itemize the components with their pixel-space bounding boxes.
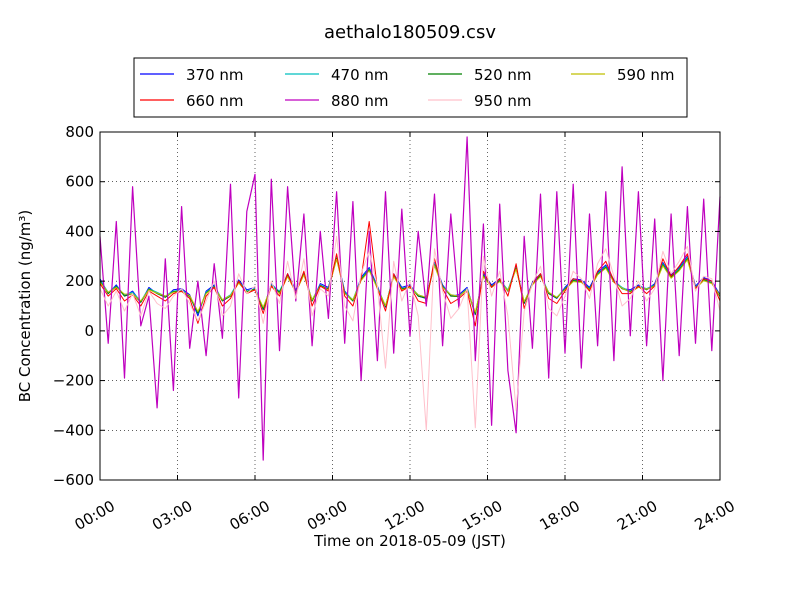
legend-label: 520 nm: [474, 66, 532, 84]
legend-label: 590 nm: [617, 66, 675, 84]
y-axis: −600 −400 −200 0 200 400 600 800: [53, 123, 720, 489]
y-tick-label: 600: [65, 173, 94, 191]
legend-frame: [133, 57, 688, 118]
y-tick-label: 800: [65, 123, 94, 141]
legend-label: 660 nm: [186, 92, 244, 110]
y-axis-label: BC Concentration (ng/m³): [16, 210, 34, 403]
legend-label: 370 nm: [186, 66, 244, 84]
legend-label: 950 nm: [474, 92, 532, 110]
y-tick-label: −400: [53, 421, 94, 439]
y-tick-label: −600: [53, 471, 94, 489]
legend-label: 470 nm: [331, 66, 389, 84]
x-axis-label: Time on 2018-05-09 (JST): [313, 532, 506, 550]
legend: 370 nm 470 nm 520 nm 590 nm 660 nm 880 nm 950 …: [133, 57, 688, 118]
y-tick-label: 200: [65, 272, 94, 290]
series-line-880-nm: [99, 136, 721, 461]
plot-area: [99, 136, 721, 461]
y-tick-label: 400: [65, 222, 94, 240]
legend-label: 880 nm: [331, 92, 389, 110]
y-tick-label: −200: [53, 372, 94, 390]
series-line-950-nm: [99, 235, 721, 431]
chart-title: aethalo180509.csv: [324, 22, 496, 43]
y-tick-label: 0: [84, 322, 94, 340]
